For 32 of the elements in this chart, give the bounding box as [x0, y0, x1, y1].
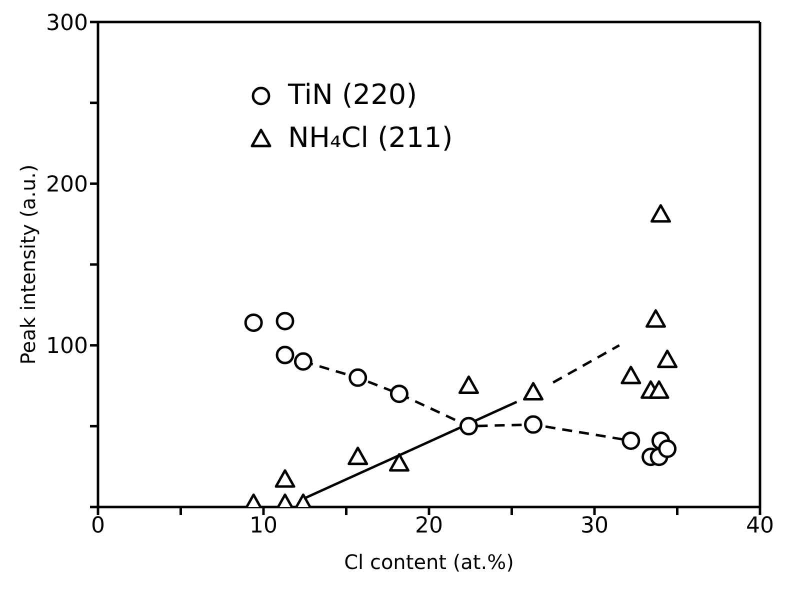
x-tick-label: 20 — [415, 514, 443, 539]
point — [348, 446, 368, 466]
point — [244, 313, 263, 332]
point — [658, 440, 677, 458]
legend-label: TiN (220) — [288, 78, 418, 111]
point — [620, 366, 642, 384]
point — [294, 352, 312, 371]
x-tick-label: 40 — [746, 514, 774, 539]
point — [645, 309, 666, 328]
y-axis-title: Peak intensity (a.u.) — [16, 164, 40, 365]
point — [650, 204, 671, 223]
point — [274, 469, 296, 488]
point — [657, 350, 678, 368]
point — [276, 312, 294, 330]
point — [276, 346, 294, 364]
point — [390, 384, 408, 404]
x-tick-label: 30 — [580, 514, 608, 539]
x-axis-title: Cl content (at.%) — [344, 550, 514, 574]
point — [524, 415, 543, 434]
point — [459, 416, 478, 436]
x-tick-label: 10 — [250, 514, 278, 539]
point — [523, 382, 544, 400]
y-tick-label: 200 — [46, 172, 88, 198]
point — [458, 376, 479, 394]
legend-label: NH₄Cl (211) — [288, 121, 453, 154]
point — [648, 380, 670, 399]
point — [348, 368, 368, 387]
point — [622, 431, 640, 450]
y-tick-label: 100 — [46, 334, 88, 360]
x-tick-label: 0 — [91, 514, 105, 539]
point — [388, 453, 410, 472]
y-tick-label: 300 — [46, 10, 88, 36]
